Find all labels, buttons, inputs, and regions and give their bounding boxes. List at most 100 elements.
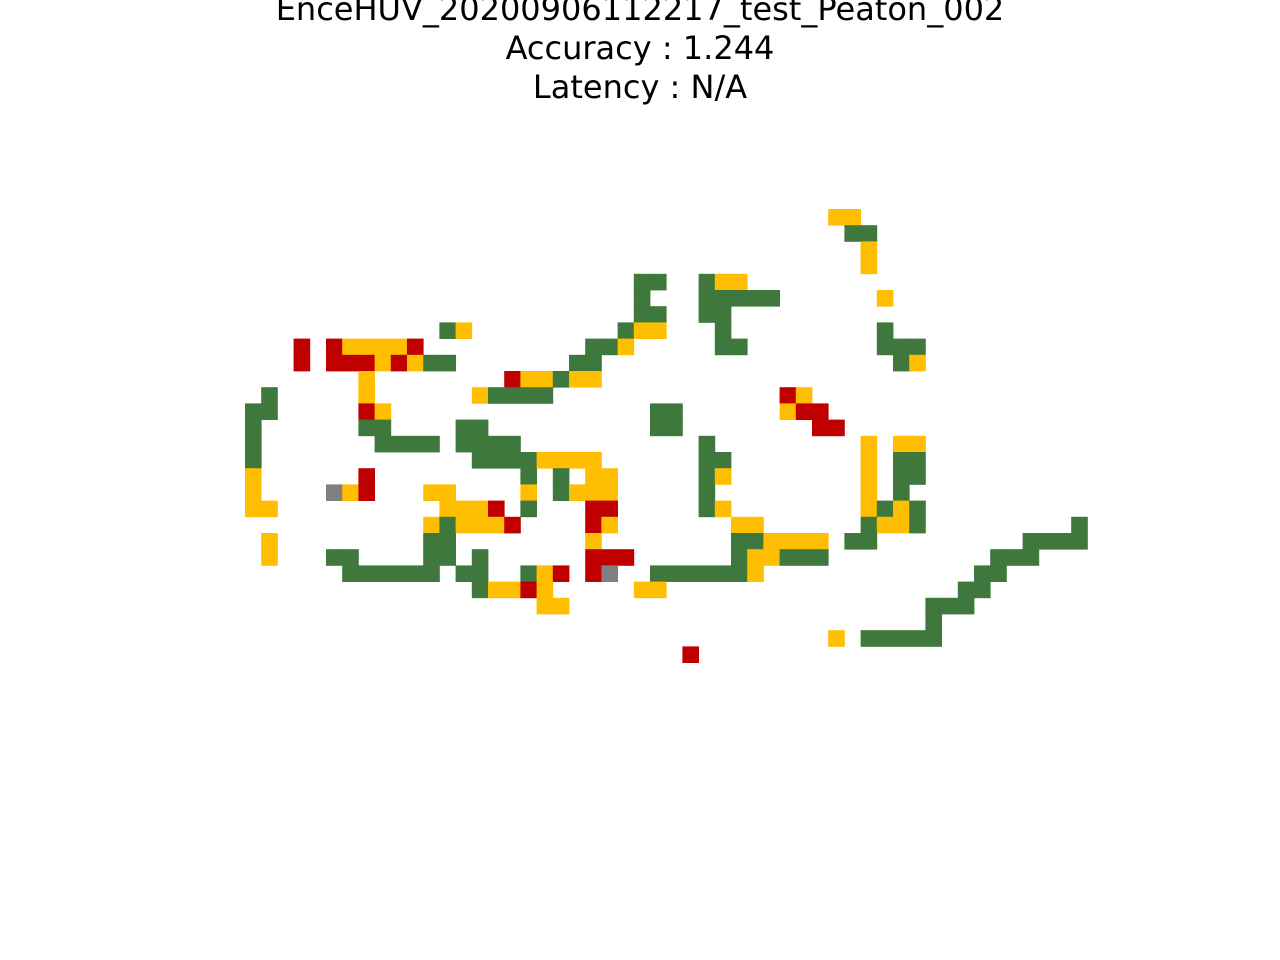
green-cell	[682, 565, 699, 582]
yellow-cell	[617, 338, 635, 356]
yellow-cell	[779, 533, 797, 550]
green-cell	[941, 597, 959, 615]
red-cell	[682, 646, 699, 663]
green-cell	[974, 581, 991, 599]
green-cell	[504, 435, 521, 453]
green-cell	[1038, 533, 1056, 550]
green-cell	[439, 533, 456, 550]
red-cell	[407, 338, 424, 356]
yellow-cell	[650, 581, 667, 599]
green-cell	[698, 500, 716, 518]
red-cell	[779, 387, 797, 404]
green-cell	[520, 468, 537, 485]
yellow-cell	[390, 338, 408, 356]
yellow-cell	[763, 549, 780, 566]
green-cell	[423, 565, 440, 582]
yellow-cell	[601, 484, 618, 501]
yellow-cell	[779, 403, 797, 420]
green-cell	[471, 435, 489, 453]
green-cell	[617, 322, 635, 339]
green-cell	[650, 273, 667, 291]
green-cell	[698, 290, 716, 307]
green-cell	[585, 338, 602, 356]
yellow-cell	[747, 565, 764, 582]
yellow-cell	[828, 630, 845, 647]
yellow-cell	[763, 533, 780, 550]
yellow-cell	[585, 533, 602, 550]
green-cell	[860, 225, 878, 242]
red-cell	[293, 338, 311, 356]
red-cell	[585, 500, 602, 518]
green-cell	[909, 630, 926, 647]
green-cell	[860, 533, 878, 550]
yellow-cell	[747, 516, 764, 534]
green-cell	[925, 597, 942, 615]
green-cell	[974, 565, 991, 582]
green-cell	[666, 403, 683, 420]
green-cell	[407, 435, 424, 453]
yellow-cell	[860, 452, 878, 469]
green-cell	[471, 452, 489, 469]
title-accuracy: Accuracy : 1.244	[505, 29, 775, 67]
green-cell	[812, 549, 829, 566]
yellow-cell	[893, 435, 910, 453]
green-cell	[585, 354, 602, 372]
green-cell	[990, 565, 1007, 582]
green-cell	[650, 565, 667, 582]
green-cell	[633, 290, 651, 307]
green-cell	[698, 435, 716, 453]
green-cell	[439, 549, 456, 566]
green-cell	[407, 565, 424, 582]
green-cell	[909, 338, 926, 356]
green-cell	[261, 387, 278, 404]
green-cell	[261, 403, 278, 420]
yellow-cell	[812, 533, 829, 550]
yellow-cell	[601, 516, 618, 534]
yellow-cell	[876, 290, 894, 307]
green-cell	[552, 371, 570, 388]
yellow-cell	[520, 484, 537, 501]
green-cell	[471, 549, 489, 566]
yellow-cell	[358, 387, 375, 404]
yellow-cell	[488, 581, 505, 599]
green-cell	[520, 387, 537, 404]
yellow-cell	[714, 468, 732, 485]
green-cell	[860, 516, 878, 534]
red-cell	[504, 516, 521, 534]
green-cell	[698, 565, 716, 582]
green-cell	[893, 338, 910, 356]
green-cell	[698, 306, 716, 323]
yellow-cell	[731, 273, 748, 291]
yellow-cell	[860, 500, 878, 518]
green-cell	[731, 533, 748, 550]
green-cell	[488, 435, 505, 453]
green-cell	[1022, 549, 1040, 566]
yellow-cell	[342, 338, 359, 356]
red-cell	[828, 419, 845, 437]
yellow-cell	[245, 468, 262, 485]
green-cell	[957, 581, 975, 599]
green-cell	[633, 273, 651, 291]
green-cell	[601, 338, 618, 356]
yellow-cell	[860, 435, 878, 453]
red-cell	[520, 581, 537, 599]
yellow-cell	[342, 484, 359, 501]
red-cell	[326, 354, 343, 372]
green-cell	[245, 452, 262, 469]
green-cell	[1006, 549, 1023, 566]
green-cell	[245, 435, 262, 453]
green-cell	[925, 614, 942, 631]
green-cell	[731, 338, 748, 356]
green-cell	[471, 565, 489, 582]
green-cell	[909, 516, 926, 534]
green-cell	[374, 419, 392, 437]
yellow-cell	[455, 516, 473, 534]
red-cell	[585, 549, 602, 566]
yellow-cell	[650, 322, 667, 339]
green-cell	[569, 354, 586, 372]
green-cell	[650, 419, 667, 437]
green-cell	[698, 273, 716, 291]
green-cell	[342, 549, 359, 566]
green-cell	[650, 403, 667, 420]
